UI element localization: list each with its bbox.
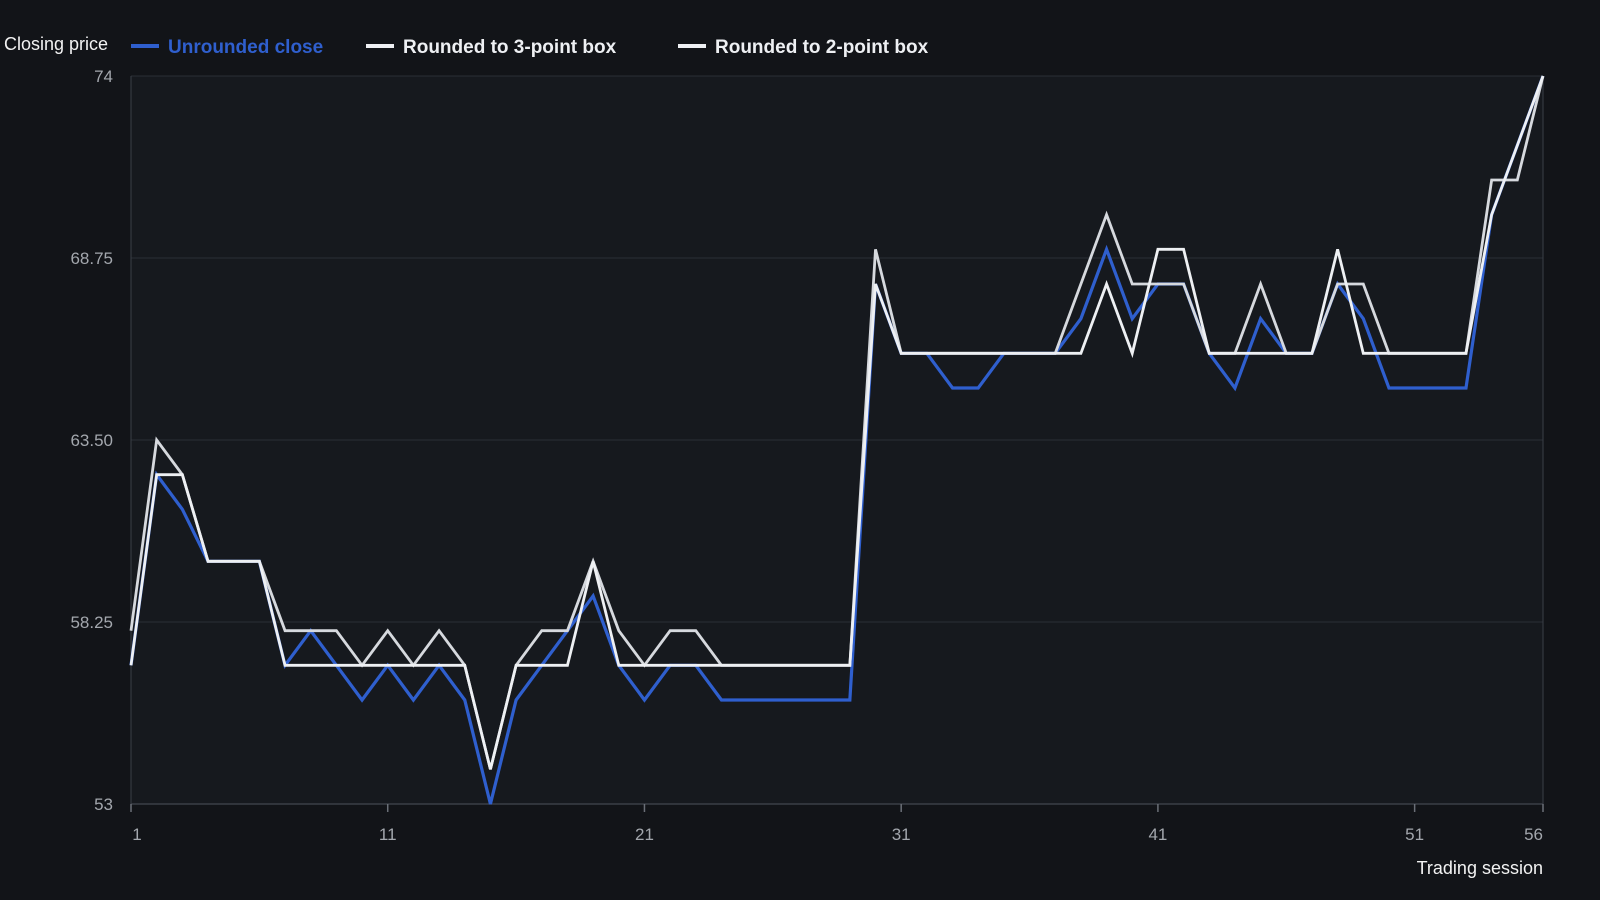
- y-axis-title: Closing price: [4, 34, 108, 54]
- y-tick-label-0: 74: [94, 67, 113, 86]
- legend-label-2: Rounded to 2-point box: [715, 37, 929, 58]
- y-tick-label-3: 58.25: [70, 613, 113, 632]
- legend-label-1: Rounded to 3-point box: [403, 37, 617, 58]
- axes: [130, 76, 1544, 812]
- x-tick-label-6: 56: [1524, 825, 1543, 844]
- x-tick-label-4: 41: [1148, 825, 1167, 844]
- x-tick-label-1: 11: [379, 825, 397, 844]
- x-axis-title: Trading session: [1417, 858, 1543, 878]
- y-tick-label-1: 68.75: [70, 249, 113, 268]
- series-line-2: [129, 75, 1545, 770]
- y-tick-label-2: 63.50: [70, 431, 113, 450]
- x-tick-label-3: 31: [892, 825, 911, 844]
- legend: Unrounded close Rounded to 3-point box Rou…: [131, 37, 929, 58]
- legend-label-0: Unrounded close: [168, 37, 323, 58]
- x-tick-label-5: 51: [1405, 825, 1424, 844]
- series-lines: [129, 75, 1545, 805]
- x-tick-label-0: 1: [132, 825, 141, 844]
- y-tick-label-4: 53: [94, 795, 113, 814]
- x-tick-label-2: 21: [635, 825, 654, 844]
